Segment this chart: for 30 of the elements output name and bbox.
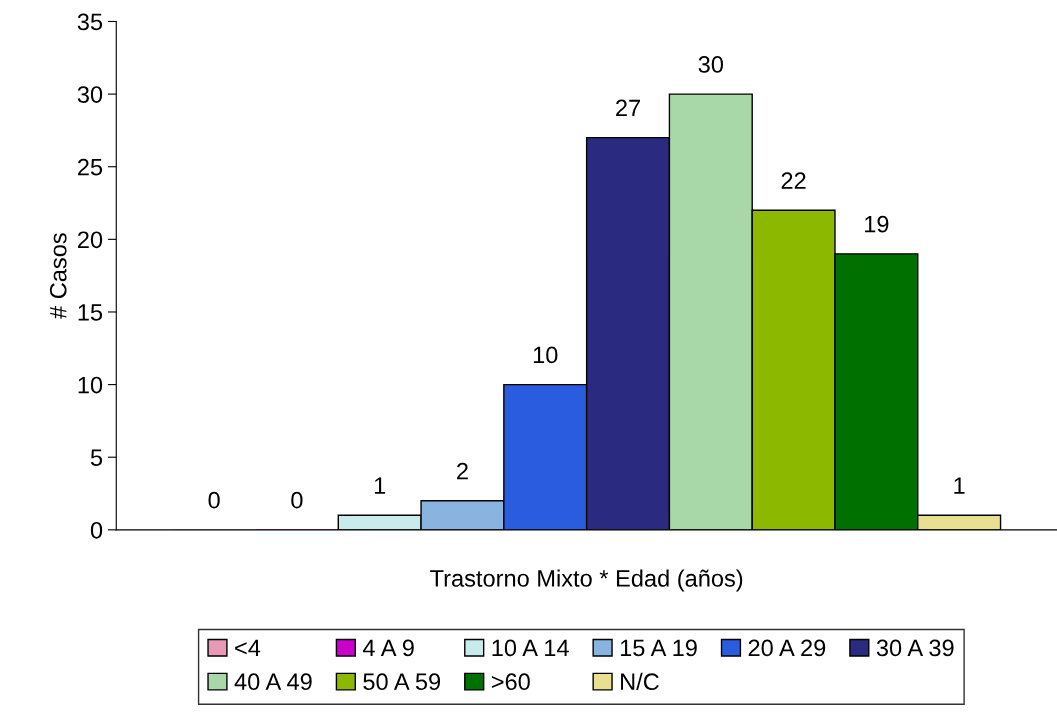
- data-label: 19: [865, 215, 889, 233]
- data-label: 0: [208, 491, 220, 509]
- legend-label: 10 A 14: [492, 639, 569, 657]
- x-axis-title: Trastorno Mixto * Edad (años): [430, 569, 743, 592]
- legend-label: 4 A 9: [362, 639, 414, 657]
- y-tick-label: 15: [78, 304, 103, 321]
- y-tick-label: 5: [90, 449, 103, 466]
- legend-label: N/C: [621, 672, 659, 691]
- legend-label: >60: [491, 673, 530, 691]
- y-tick-label: 35: [77, 13, 103, 31]
- y-axis-title: # Casos: [49, 233, 67, 319]
- legend-label: 30 A 39: [876, 639, 954, 657]
- data-label: 0: [291, 491, 303, 509]
- y-tick-label: 30: [77, 86, 103, 103]
- y-tick-label: 10: [78, 376, 103, 394]
- data-label: 30: [698, 56, 724, 73]
- data-label: 27: [616, 99, 640, 117]
- data-label: 22: [781, 172, 806, 189]
- data-label: 1: [954, 477, 965, 494]
- legend-label: 15 A 19: [620, 639, 697, 657]
- data-label: 2: [457, 462, 468, 480]
- legend-label: 20 A 29: [748, 639, 826, 657]
- legend-label: 40 A 49: [234, 673, 312, 691]
- legend-label: <4: [235, 639, 261, 657]
- y-tick-label: 20: [78, 231, 103, 249]
- y-tick-label: 25: [78, 158, 103, 176]
- data-label: 10: [533, 346, 558, 364]
- data-label: 1: [374, 477, 386, 494]
- legend-label: 50 A 59: [363, 673, 441, 691]
- y-tick-label: 0: [90, 521, 103, 539]
